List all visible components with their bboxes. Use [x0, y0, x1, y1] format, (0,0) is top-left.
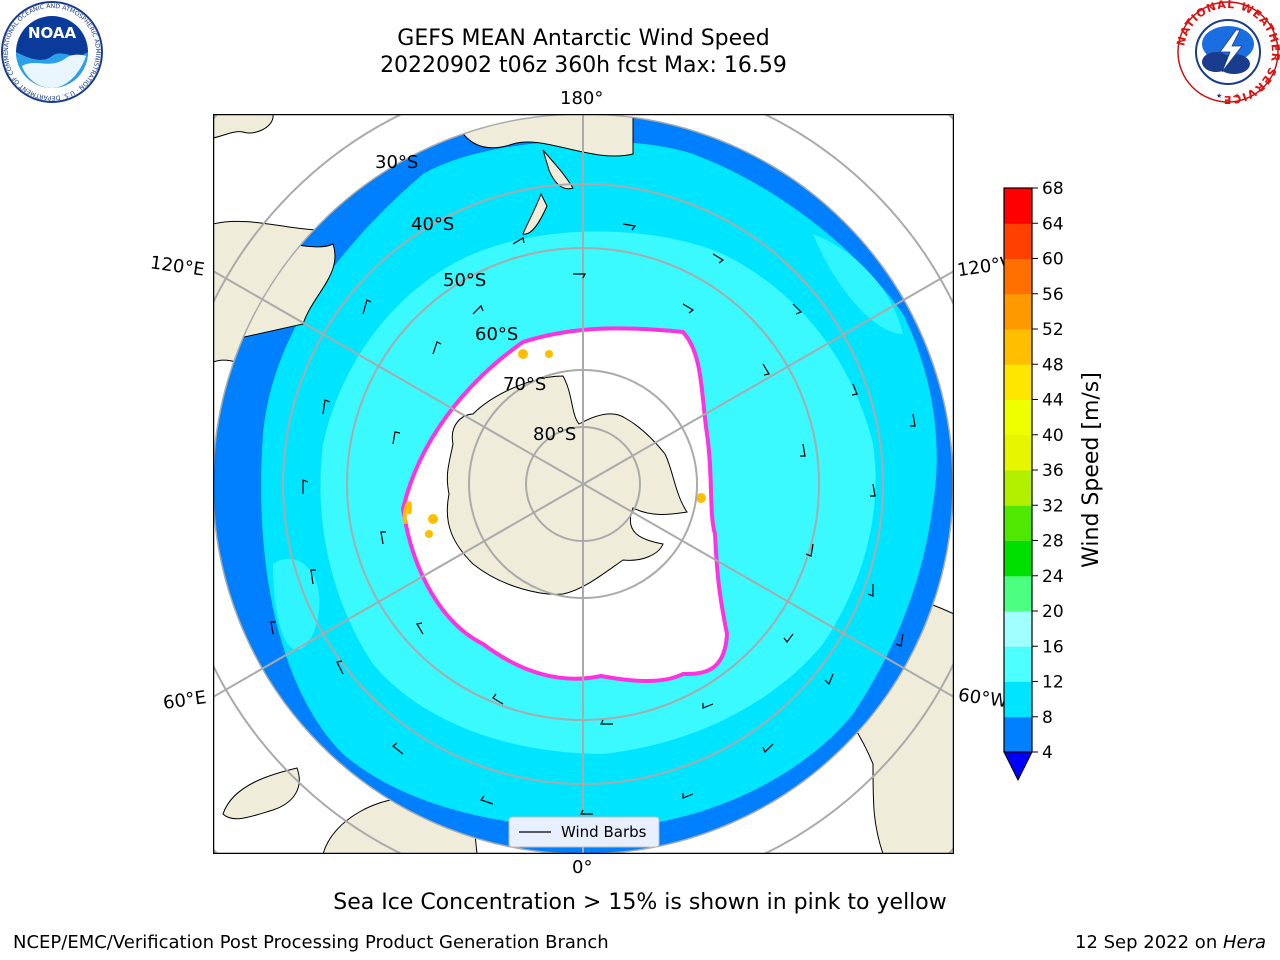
colorbar-tick-label: 60 [1042, 250, 1064, 270]
colorbar-tick-label: 16 [1042, 637, 1064, 657]
colorbar-tick-label: 68 [1042, 180, 1064, 199]
colorbar-tick-label: 36 [1042, 461, 1064, 481]
colorbar-band [1004, 646, 1032, 682]
colorbar-tick-label: 44 [1042, 391, 1064, 411]
colorbar-tick-label: 64 [1042, 214, 1064, 234]
colorbar-tick-label: 24 [1042, 567, 1064, 587]
svg-text:★: ★ [1216, 92, 1222, 100]
lat-label-70s: 70°S [503, 374, 546, 395]
colorbar-band [1004, 223, 1032, 259]
colorbar-tick-label: 48 [1042, 355, 1064, 375]
colorbar-tick-label: 56 [1042, 285, 1064, 305]
svg-text:★: ★ [1234, 92, 1240, 100]
lat-label-60s: 60°S [475, 324, 518, 345]
wind-barbs [270, 223, 916, 815]
chart-title: GEFS MEAN Antarctic Wind Speed [397, 26, 770, 51]
lat-label-40s: 40°S [411, 214, 454, 235]
colorbar-label: Wind Speed [m/s] [1079, 372, 1104, 568]
colorbar-tick-label: 12 [1042, 673, 1064, 693]
colorbar-band [1004, 470, 1032, 506]
colorbar-band [1004, 364, 1032, 400]
lon-label-60e: 60°E [161, 687, 208, 714]
nws-logo: NATIONAL WEATHER SERVICE ★ ★ [1176, 0, 1280, 104]
antarctica-land [446, 375, 688, 595]
chart-subtitle: 20220902 t06z 360h fcst Max: 16.59 [380, 53, 787, 78]
lat-label-30s: 30°S [375, 152, 418, 173]
colorbar-band [1004, 258, 1032, 295]
colorbar-tick-label: 32 [1042, 496, 1064, 516]
colorbar-band [1004, 575, 1032, 612]
footer-credit: NCEP/EMC/Verification Post Processing Pr… [13, 932, 609, 953]
colorbar-band [1004, 434, 1032, 471]
legend: Wind Barbs [508, 816, 660, 848]
lon-label-120e: 120°E [148, 252, 206, 281]
colorbar-band [1004, 399, 1032, 436]
colorbar-band [1004, 505, 1032, 541]
colorbar-band [1004, 716, 1032, 753]
graticule [213, 114, 954, 854]
footer-date-text: 12 Sep 2022 on [1075, 932, 1223, 953]
colorbar-band [1004, 540, 1032, 577]
lon-label-0: 0° [572, 857, 593, 878]
colorbar-band [1004, 188, 1032, 224]
colorbar-tick-label: 8 [1042, 708, 1053, 728]
sea-ice-caption: Sea Ice Concentration > 15% is shown in … [333, 890, 947, 915]
lat-label-80s: 80°S [533, 424, 576, 445]
colorbar-tick-label: 28 [1042, 532, 1064, 552]
colorbar-band [1004, 329, 1032, 365]
colorbar-tick-label: 52 [1042, 320, 1064, 340]
colorbar-tick-label: 20 [1042, 602, 1064, 622]
colorbar-tick-label: 40 [1042, 426, 1064, 446]
colorbar-under-triangle [1003, 751, 1033, 782]
lon-label-180: 180° [560, 88, 604, 109]
noaa-logo-text: NOAA [28, 24, 77, 42]
colorbar-tick-label: 4 [1042, 743, 1053, 763]
colorbar-bands [1004, 188, 1032, 753]
colorbar-band [1004, 293, 1032, 330]
footer-host: Hera [1222, 932, 1266, 953]
polar-map: 30°S 40°S 50°S 60°S 70°S 80°S Wind Barbs [213, 114, 954, 854]
noaa-logo: NATIONAL OCEANIC AND ATMOSPHERIC ADMINIS… [0, 0, 103, 103]
colorbar-band [1004, 681, 1032, 718]
legend-label: Wind Barbs [561, 823, 647, 841]
lat-label-50s: 50°S [443, 270, 486, 291]
footer-date: 12 Sep 2022 on Hera [1075, 932, 1266, 953]
colorbar-band [1004, 611, 1032, 647]
